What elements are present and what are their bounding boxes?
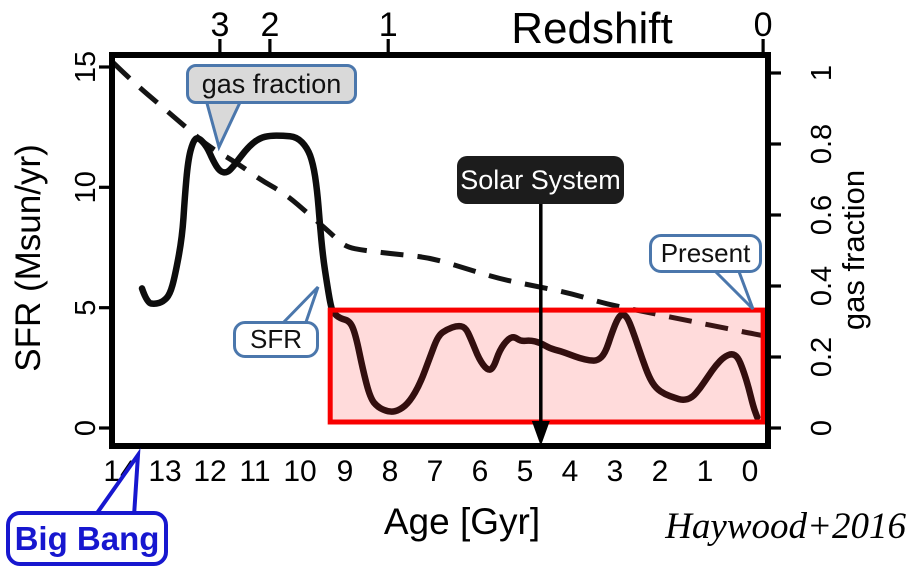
age-tick-label: 13 [148, 455, 181, 488]
right-axis-tick-label: 0.6 [806, 195, 838, 235]
big-bang-callout-text: Big Bang [14, 519, 160, 557]
left-axis-tick-label: 10 [70, 171, 102, 203]
sfr-callout-tail [277, 285, 320, 327]
present-callout-tail [709, 267, 755, 311]
left-axis-title: SFR (Msun/yr) [9, 144, 48, 372]
right-axis-tick-label: 0.4 [806, 266, 838, 306]
plot-frame [109, 52, 771, 449]
big-bang-callout: Big Bang [6, 511, 168, 566]
age-tick-label: 1 [697, 455, 714, 488]
age-tick-label: 8 [382, 455, 399, 488]
bottom-axis-title: Age [Gyr] [384, 501, 540, 542]
gas-fraction-callout: gas fraction [186, 64, 357, 104]
solar-system-label: Solar System [457, 156, 624, 204]
sfr-callout-text: SFR [250, 324, 302, 354]
present-callout-text: Present [660, 238, 751, 268]
highlight-region [327, 307, 766, 425]
age-tick-label: 4 [562, 455, 579, 488]
gas-fraction-callout-text: gas fraction [201, 68, 342, 99]
right-axis-tick-label: 0.8 [806, 124, 838, 164]
age-tick-label: 10 [283, 455, 316, 488]
credit-label: Haywood+2016 [664, 506, 906, 547]
age-tick-label: 11 [239, 455, 270, 488]
left-axis-tick-label: 0 [70, 420, 102, 436]
age-tick-label: 5 [517, 455, 534, 488]
right-axis-tick-label: 0.2 [806, 337, 838, 377]
age-tick-label: 2 [652, 455, 669, 488]
left-axis-tick-label: 5 [70, 300, 102, 316]
redshift-tick-label: 1 [379, 6, 398, 44]
age-tick-label: 3 [607, 455, 624, 488]
age-tick-label: 12 [193, 455, 226, 488]
redshift-tick-label: 3 [210, 6, 229, 44]
left-axis-tick-label: 15 [70, 51, 102, 83]
solar-system-label-text: Solar System [460, 164, 621, 195]
top-axis-title: Redshift [511, 4, 672, 53]
right-axis-tick-label: 1 [806, 65, 838, 81]
sfr-callout: SFR [233, 321, 319, 358]
right-axis-title: gas fraction [836, 170, 871, 330]
right-axis-tick-label: 0 [806, 420, 838, 436]
age-tick-label: 0 [742, 455, 759, 488]
present-callout: Present [649, 234, 762, 273]
redshift-tick-label: 2 [260, 6, 279, 44]
solar-system-arrow-head [531, 421, 550, 446]
sfr-curve [138, 132, 761, 421]
age-tick-label: 9 [337, 455, 354, 488]
redshift-tick-label: 0 [754, 6, 773, 44]
age-tick-label: 6 [472, 455, 489, 488]
age-tick-label: 7 [427, 455, 444, 488]
